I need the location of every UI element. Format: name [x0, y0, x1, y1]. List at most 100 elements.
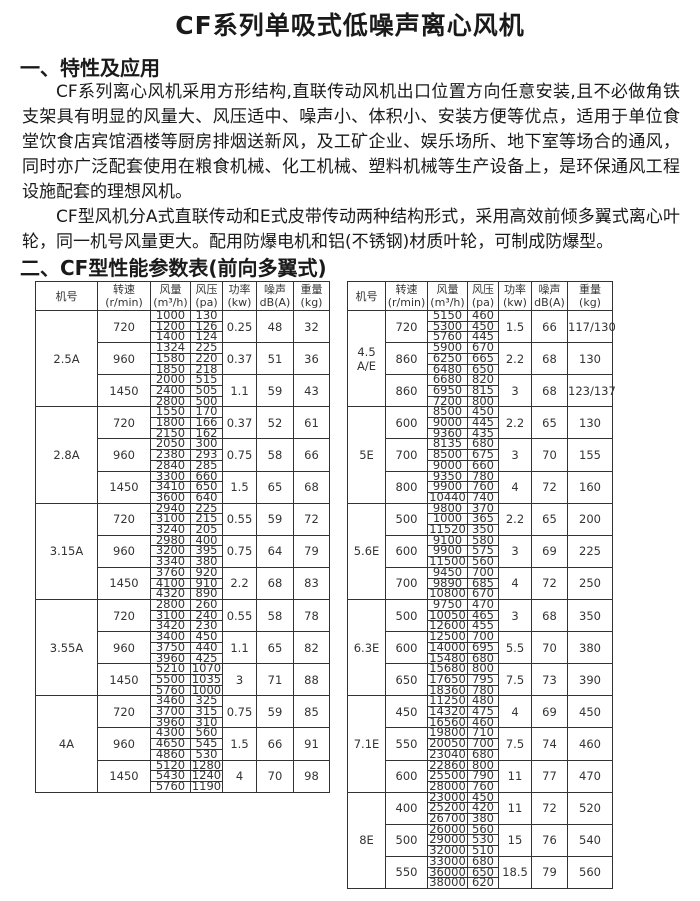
column-name: 重量 [579, 283, 601, 296]
pressure-cell: 465 [467, 609, 499, 622]
table-row: 1450 5210 1070 3 71 88 [36, 663, 330, 697]
weight-cell: 470 [567, 759, 613, 793]
section-heading-table: 二、CF型性能参数表(前向多翼式) [20, 256, 327, 280]
flow-cell: 5760 [150, 780, 191, 793]
pressure-cell: 680 [467, 652, 499, 665]
noise-cell: 73 [531, 663, 568, 697]
column-header: 噪声 dB(A) [531, 281, 568, 311]
column-name: 风量 [159, 283, 182, 296]
speed-cell: 1450 [97, 374, 151, 408]
weight-cell: 155 [567, 438, 613, 472]
speed-cell: 1450 [97, 566, 151, 600]
table-row: 4.5 A/E 720 5150 460 1.5 66 117/130 [347, 309, 616, 408]
power-cell: 0.55 [222, 502, 257, 536]
column-name: 风压 [472, 283, 494, 296]
power-cell: 0.75 [222, 534, 257, 568]
table-row: 960 1324 225 0.37 51 36 [36, 342, 330, 376]
pressure-cell: 790 [467, 770, 499, 782]
weight-cell: 450 [567, 695, 613, 729]
pressure-cell: 310 [190, 716, 223, 729]
column-header: 风量 (m³/h) [150, 281, 191, 311]
column-name: 转速 [395, 283, 418, 296]
power-cell: 3 [498, 534, 532, 568]
pressure-cell: 350 [467, 523, 499, 536]
pressure-cell: 455 [467, 620, 499, 633]
table-row: 20050 700 [348, 738, 613, 750]
power-cell: 1.5 [222, 470, 257, 504]
noise-cell: 65 [531, 502, 568, 536]
column-name: 功率 [504, 283, 526, 296]
table-row: 4320 890 [36, 588, 330, 600]
weight-cell: 460 [567, 727, 613, 761]
speed-cell: 720 [97, 598, 151, 633]
power-cell: 1.1 [222, 631, 257, 665]
model-cell: 5E [347, 406, 386, 504]
speed-cell: 1450 [97, 759, 151, 793]
power-cell: 2.2 [498, 502, 532, 536]
table-row: 32000 510 [348, 845, 613, 857]
table-row: 16560 460 [348, 716, 613, 729]
weight-cell: 250 [567, 566, 613, 600]
table-row: 3700 315 [36, 705, 330, 718]
noise-cell: 74 [531, 727, 568, 761]
noise-cell: 59 [256, 374, 294, 408]
speed-cell: 600 [385, 534, 428, 568]
table-row: 23040 680 [348, 748, 613, 761]
speed-cell: 500 [385, 598, 428, 633]
pressure-cell: 215 [190, 513, 223, 526]
noise-cell: 76 [531, 823, 568, 857]
speed-cell: 400 [385, 791, 428, 825]
column-name: 风量 [436, 283, 459, 296]
power-cell: 0.25 [222, 309, 257, 344]
speed-cell: 720 [97, 309, 151, 344]
speed-cell: 700 [385, 566, 428, 600]
pressure-cell: 365 [467, 513, 499, 526]
table-row: 500 26000 560 15 76 540 [348, 823, 613, 857]
table-row: 11500 560 [348, 556, 613, 568]
table-row: 2.8A 720 1550 170 0.37 52 61 [35, 406, 330, 504]
pressure-cell: 910 [190, 577, 223, 590]
weight-cell: 130 [567, 406, 613, 440]
weight-cell: 540 [567, 823, 613, 857]
noise-cell: 69 [531, 695, 568, 729]
column-name: 噪声 [538, 283, 561, 296]
noise-cell: 65 [531, 406, 568, 440]
speed-cell: 960 [97, 727, 151, 761]
speed-cell: 450 [385, 695, 428, 729]
table-row: 1450 3300 660 1.5 65 68 [36, 470, 330, 504]
noise-cell: 70 [531, 631, 568, 665]
speed-cell: 650 [385, 663, 428, 697]
pressure-cell: 685 [467, 577, 499, 590]
pressure-cell: 530 [467, 834, 499, 847]
table-row: 1450 5120 1280 4 70 98 [36, 759, 330, 793]
speed-cell: 960 [97, 342, 151, 376]
power-cell: 18.5 [498, 855, 532, 889]
weight-cell: 91 [293, 727, 330, 761]
power-cell: 0.75 [222, 438, 257, 472]
speed-cell: 700 [385, 438, 428, 472]
weight-cell: 98 [293, 759, 330, 793]
noise-cell: 58 [256, 598, 294, 633]
pressure-cell: 890 [190, 588, 223, 600]
power-cell: 4 [498, 695, 532, 729]
table-row: 3.15A 720 2940 225 0.55 59 72 [35, 502, 330, 600]
power-cell: 11 [498, 759, 532, 793]
pressure-cell: 1240 [190, 768, 223, 783]
weight-cell: 36 [293, 342, 330, 376]
column-header: 机号 [347, 281, 386, 311]
pressure-cell: 760 [467, 780, 499, 793]
noise-cell: 72 [531, 566, 568, 600]
pressure-cell: 680 [467, 748, 499, 761]
table-row: 38000 620 [348, 877, 613, 889]
table-row: 1450 2000 515 1.1 59 43 [36, 374, 330, 408]
table-row: 1450 3760 920 2.2 68 83 [36, 566, 330, 600]
power-cell: 1.5 [222, 727, 257, 761]
weight-cell: 520 [567, 791, 613, 825]
power-cell: 0.37 [222, 342, 257, 376]
pressure-cell: 1000 [190, 682, 223, 697]
speed-cell: 720 [97, 406, 151, 440]
table-row: 650 15680 800 7.5 73 390 [348, 663, 613, 697]
speed-cell: 550 [385, 727, 428, 761]
power-cell: 2.2 [222, 566, 257, 600]
speed-cell: 720 [385, 309, 428, 344]
